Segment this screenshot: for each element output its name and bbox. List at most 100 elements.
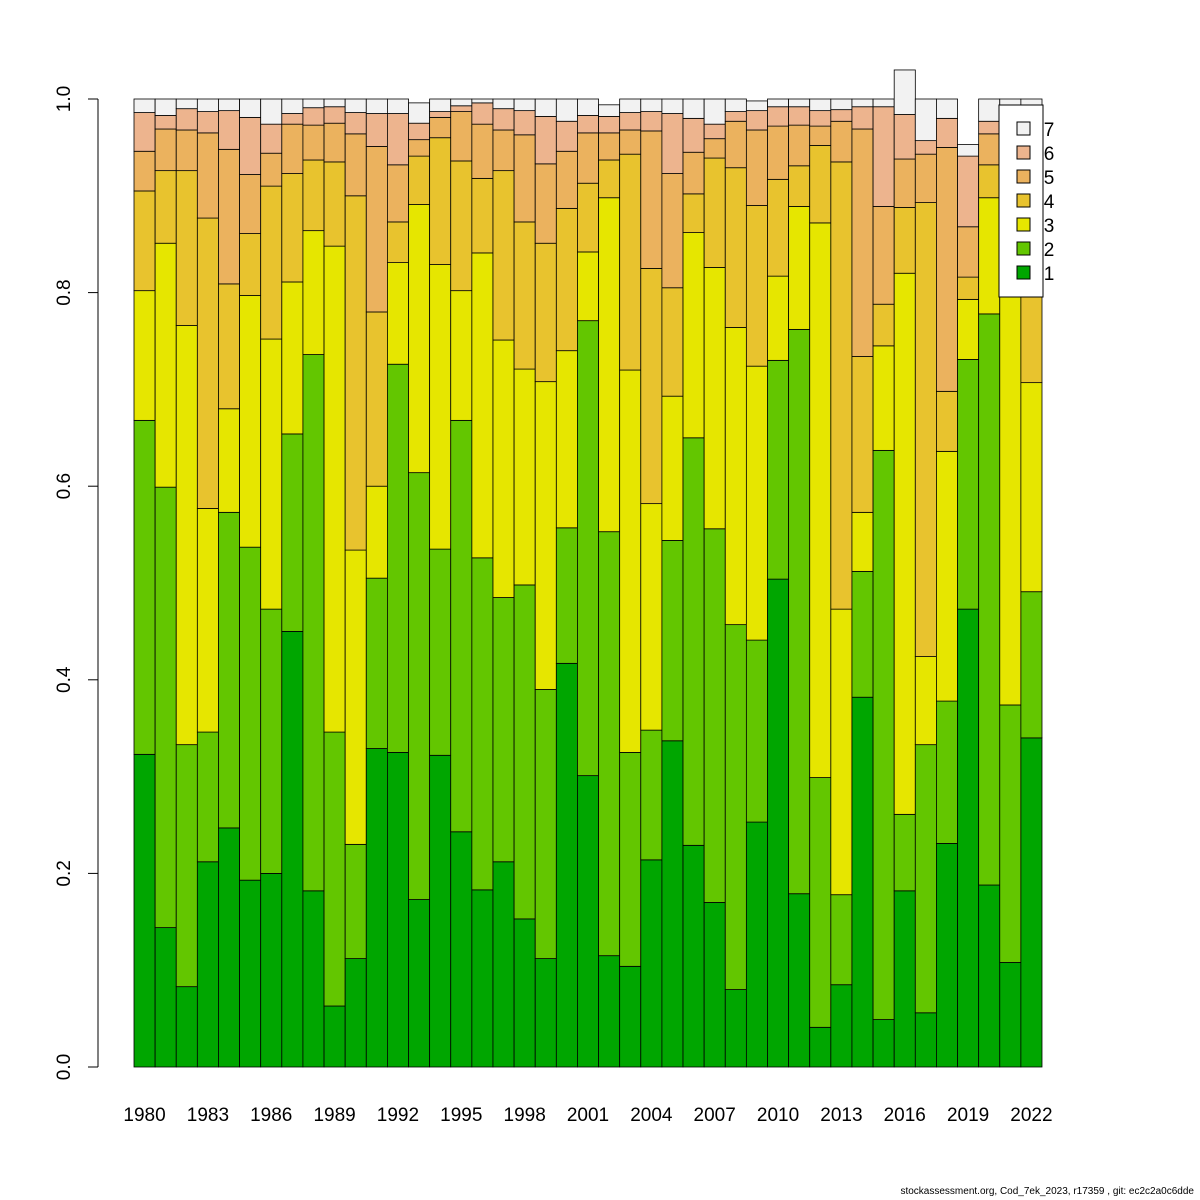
bar-segment-2006-age-4 bbox=[682, 193, 705, 233]
bar-segment-2009-age-1 bbox=[745, 821, 768, 1068]
bar-segment-1981-age-3 bbox=[154, 242, 177, 488]
bar-segment-2005-age-4 bbox=[661, 287, 684, 397]
bar-segment-2011-age-2 bbox=[788, 328, 811, 895]
bar-segment-2018-age-6 bbox=[936, 117, 958, 148]
bar-segment-1987-age-7 bbox=[281, 98, 304, 114]
bar-segment-2011-age-7 bbox=[788, 98, 811, 108]
bar-segment-1992-age-7 bbox=[386, 98, 409, 114]
bar-segment-2006-age-7 bbox=[682, 98, 705, 119]
bar-segment-2013-age-3 bbox=[830, 608, 853, 896]
bar-segment-1996-age-4 bbox=[471, 177, 494, 254]
bar-segment-1994-age-3 bbox=[429, 264, 452, 550]
bar-segment-2013-age-6 bbox=[830, 109, 853, 122]
bar-segment-2018-age-3 bbox=[936, 450, 958, 702]
bar-segment-2005-age-6 bbox=[661, 113, 684, 174]
bar-segment-1993-age-2 bbox=[408, 472, 431, 900]
bar-segment-1993-age-4 bbox=[408, 155, 431, 205]
bar-segment-2003-age-3 bbox=[619, 369, 642, 753]
bar-segment-2002-age-1 bbox=[598, 955, 621, 1068]
bar-segment-1981-age-6 bbox=[154, 115, 177, 130]
bar-segment-1983-age-3 bbox=[196, 508, 219, 733]
bar-segment-2009-age-7 bbox=[745, 100, 768, 112]
legend-label-6: 6 bbox=[1044, 144, 1055, 165]
bar-segment-2020-age-2 bbox=[978, 313, 1001, 886]
bar-segment-2017-age-2 bbox=[914, 744, 937, 1014]
bar-segment-2014-age-6 bbox=[851, 106, 874, 130]
bar-segment-2002-age-2 bbox=[598, 531, 621, 957]
bar-segment-2001-age-6 bbox=[577, 115, 599, 134]
bar-segment-2006-age-3 bbox=[682, 232, 705, 439]
bar-segment-1995-age-6 bbox=[450, 105, 473, 112]
bar-segment-1990-age-3 bbox=[344, 549, 367, 845]
y-tick-label: 0.8 bbox=[54, 279, 75, 305]
bar-segment-1991-age-3 bbox=[365, 485, 388, 579]
bar-segment-2003-age-4 bbox=[619, 153, 642, 371]
bar-segment-1981-age-2 bbox=[154, 486, 177, 929]
bar-segment-2019-age-2 bbox=[957, 358, 980, 610]
bar-segment-2000-age-7 bbox=[555, 98, 578, 122]
bar-segment-1989-age-4 bbox=[323, 161, 346, 247]
bar-segment-1985-age-7 bbox=[239, 98, 262, 118]
bar-segment-2011-age-3 bbox=[788, 206, 811, 330]
bar-segment-1989-age-3 bbox=[323, 245, 346, 733]
bar-segment-2012-age-7 bbox=[809, 98, 832, 112]
bar-segment-1990-age-4 bbox=[344, 195, 367, 551]
bar-segment-2007-age-5 bbox=[703, 138, 726, 159]
bar-segment-1998-age-3 bbox=[513, 368, 536, 586]
bar-segment-2002-age-7 bbox=[598, 104, 621, 117]
bar-segment-2006-age-6 bbox=[682, 117, 705, 153]
bar-segment-1984-age-5 bbox=[218, 148, 240, 285]
bar-segment-2012-age-3 bbox=[809, 222, 832, 778]
y-tick-label: 0.0 bbox=[54, 1054, 75, 1080]
bar-segment-1985-age-6 bbox=[239, 116, 262, 175]
bar-segment-1994-age-5 bbox=[429, 116, 452, 139]
bar-segment-1982-age-3 bbox=[175, 325, 198, 746]
bar-segment-1987-age-5 bbox=[281, 123, 304, 174]
bar-segment-2015-age-5 bbox=[872, 206, 895, 305]
bar-segment-2016-age-6 bbox=[893, 114, 916, 160]
bar-segment-1985-age-1 bbox=[239, 879, 262, 1068]
bar-segment-2005-age-1 bbox=[661, 740, 684, 1068]
bar-segment-1991-age-5 bbox=[365, 146, 388, 313]
bar-segment-2009-age-5 bbox=[745, 129, 768, 206]
bar-segment-2007-age-7 bbox=[703, 98, 726, 125]
bar-segment-2017-age-3 bbox=[914, 656, 937, 746]
bar-segment-1999-age-6 bbox=[534, 116, 557, 165]
bar-segment-1988-age-2 bbox=[302, 354, 325, 892]
bar-segment-1992-age-1 bbox=[386, 752, 409, 1068]
bar-segment-1989-age-7 bbox=[323, 98, 346, 108]
bar-segment-2003-age-2 bbox=[619, 752, 642, 967]
x-tick-label: 1992 bbox=[377, 1105, 419, 1126]
bar-segment-2014-age-2 bbox=[851, 570, 874, 698]
bar-segment-1981-age-5 bbox=[154, 128, 177, 172]
bar-segment-2004-age-4 bbox=[640, 267, 663, 505]
bar-segment-2008-age-2 bbox=[724, 624, 747, 990]
bar-segment-2016-age-5 bbox=[893, 158, 916, 208]
bar-segment-2000-age-4 bbox=[555, 207, 578, 352]
bar-segment-2002-age-6 bbox=[598, 116, 621, 134]
bar-segment-1983-age-7 bbox=[196, 98, 219, 112]
bar-segment-2010-age-1 bbox=[767, 578, 790, 1068]
bar-segment-1993-age-5 bbox=[408, 139, 431, 157]
bar-segment-1999-age-4 bbox=[534, 242, 557, 383]
bar-segment-2018-age-1 bbox=[936, 842, 958, 1068]
bar-segment-2011-age-5 bbox=[788, 124, 811, 167]
bar-segment-1999-age-7 bbox=[534, 98, 557, 117]
bar-segment-2016-age-1 bbox=[893, 890, 916, 1068]
bar-segment-1995-age-4 bbox=[450, 160, 473, 292]
bar-segment-2003-age-1 bbox=[619, 965, 642, 1068]
bar-segment-2022-age-3 bbox=[1020, 382, 1043, 593]
bar-segment-1995-age-7 bbox=[450, 98, 473, 107]
bar-segment-1983-age-1 bbox=[196, 861, 219, 1068]
bar-segment-2006-age-1 bbox=[682, 844, 705, 1068]
bar-segment-1996-age-2 bbox=[471, 557, 494, 891]
bar-segment-1997-age-5 bbox=[492, 129, 515, 172]
legend-label-5: 5 bbox=[1044, 168, 1055, 189]
bar-segment-1998-age-7 bbox=[513, 98, 536, 112]
x-tick-label: 2004 bbox=[630, 1105, 673, 1126]
bar-segment-2001-age-5 bbox=[577, 132, 599, 184]
bar-segment-2010-age-3 bbox=[767, 275, 790, 361]
bar-segment-1992-age-5 bbox=[386, 164, 409, 223]
bar-segment-1992-age-3 bbox=[386, 262, 409, 365]
